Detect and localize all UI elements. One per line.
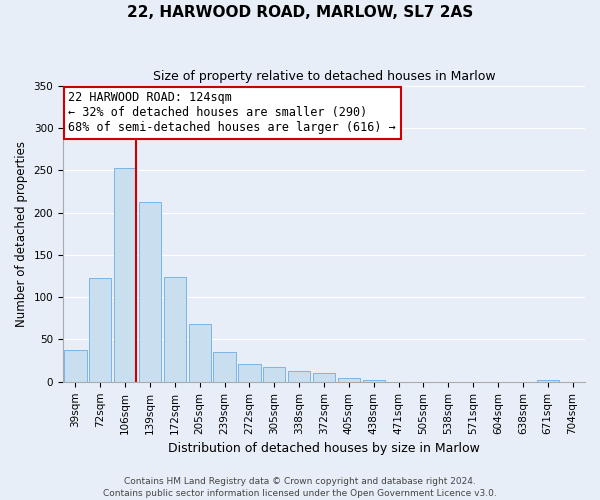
- Bar: [64, 350, 86, 382]
- Text: 22, HARWOOD ROAD, MARLOW, SL7 2AS: 22, HARWOOD ROAD, MARLOW, SL7 2AS: [127, 5, 473, 20]
- Bar: [214, 352, 236, 382]
- X-axis label: Distribution of detached houses by size in Marlow: Distribution of detached houses by size …: [168, 442, 480, 455]
- Bar: [89, 278, 112, 382]
- Title: Size of property relative to detached houses in Marlow: Size of property relative to detached ho…: [153, 70, 496, 83]
- Bar: [362, 380, 385, 382]
- Bar: [139, 202, 161, 382]
- Text: 22 HARWOOD ROAD: 124sqm
← 32% of detached houses are smaller (290)
68% of semi-d: 22 HARWOOD ROAD: 124sqm ← 32% of detache…: [68, 92, 396, 134]
- Bar: [164, 277, 186, 382]
- Bar: [238, 364, 260, 382]
- Bar: [188, 324, 211, 382]
- Bar: [338, 378, 360, 382]
- Text: Contains public sector information licensed under the Open Government Licence v3: Contains public sector information licen…: [103, 488, 497, 498]
- Text: Contains HM Land Registry data © Crown copyright and database right 2024.: Contains HM Land Registry data © Crown c…: [124, 477, 476, 486]
- Bar: [288, 371, 310, 382]
- Bar: [536, 380, 559, 382]
- Bar: [263, 368, 286, 382]
- Bar: [313, 372, 335, 382]
- Bar: [114, 168, 136, 382]
- Y-axis label: Number of detached properties: Number of detached properties: [15, 140, 28, 326]
